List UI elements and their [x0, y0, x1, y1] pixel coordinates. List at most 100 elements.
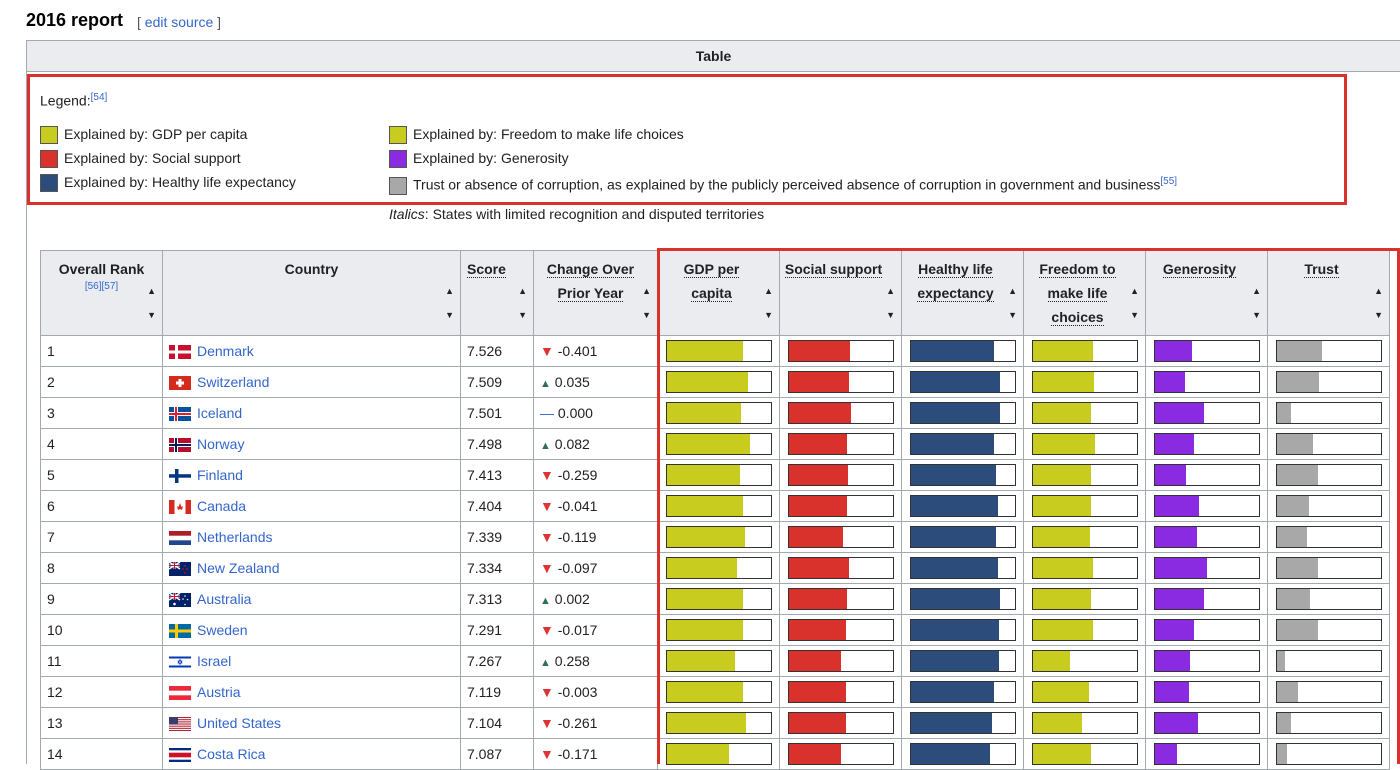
freedom-bar-fill: [1032, 713, 1083, 733]
cell-rank: 8: [40, 552, 163, 584]
legend-item-trust: Trust or absence of corruption, as expla…: [389, 172, 1178, 195]
country-link[interactable]: Australia: [197, 590, 252, 607]
col-header-trust[interactable]: Trust ▲ ▼: [1267, 250, 1390, 336]
country-link[interactable]: Denmark: [197, 342, 254, 359]
gdp-bar-track: [665, 433, 772, 455]
col-header-social[interactable]: Social support ▲ ▼: [779, 250, 902, 336]
cell-trust: [1267, 490, 1390, 522]
cell-freedom: [1023, 583, 1146, 615]
cell-gdp: [657, 428, 780, 460]
country-link[interactable]: United States: [197, 714, 282, 731]
generosity-bar-track: [1153, 371, 1260, 393]
country-link[interactable]: New Zealand: [197, 559, 280, 576]
sort-icon[interactable]: ▲ ▼: [1130, 286, 1139, 320]
health-bar-track: [909, 340, 1016, 362]
country-link[interactable]: Austria: [197, 683, 241, 700]
cell-gdp: [657, 614, 780, 646]
edit-source: [ edit source ]: [137, 14, 222, 30]
social-bar-fill: [788, 403, 851, 423]
social-bar-track: [787, 619, 894, 641]
social-bar-fill: [788, 527, 843, 547]
freedom-bar-track: [1031, 495, 1138, 517]
country-link[interactable]: Netherlands: [197, 528, 273, 545]
gdp-bar-track: [665, 495, 772, 517]
cell-gdp: [657, 738, 780, 770]
gdp-bar-fill: [666, 434, 750, 454]
country-link[interactable]: Sweden: [197, 621, 248, 638]
increase-icon: ▲: [540, 595, 551, 607]
freedom-bar-fill: [1032, 682, 1089, 702]
sort-icon[interactable]: ▲ ▼: [1374, 286, 1383, 320]
legend-label-health: Explained by: Healthy life expectancy: [64, 174, 296, 190]
col-header-change[interactable]: Change Over Prior Year ▲ ▼: [533, 250, 658, 336]
generosity-bar-fill: [1154, 465, 1186, 485]
sort-icon[interactable]: ▲ ▼: [886, 286, 895, 320]
country-link[interactable]: Switzerland: [197, 373, 270, 390]
legend-label-freedom: Explained by: Freedom to make life choic…: [413, 126, 684, 142]
table-row: 4 Norway 7.498 ▲ 0.082: [40, 428, 1390, 460]
italic-note-em: Italics: [389, 206, 425, 222]
cell-rank: 3: [40, 397, 163, 429]
generosity-bar-fill: [1154, 403, 1205, 423]
generosity-bar-fill: [1154, 558, 1207, 578]
country-link[interactable]: Costa Rica: [197, 745, 266, 762]
sort-icon[interactable]: ▲ ▼: [518, 286, 527, 320]
social-bar-fill: [788, 496, 847, 516]
flag-icon: [169, 748, 191, 763]
legend-swatch-gdp: [40, 126, 58, 145]
cell-health: [901, 366, 1024, 398]
sort-icon[interactable]: ▲ ▼: [1008, 286, 1017, 320]
sort-icon[interactable]: ▲ ▼: [642, 286, 651, 320]
legend-item-generosity: Explained by: Generosity: [389, 148, 569, 169]
cell-social: [779, 521, 902, 553]
country-link[interactable]: Norway: [197, 435, 245, 452]
country-link[interactable]: Canada: [197, 497, 247, 514]
legend-ref[interactable]: [54]: [90, 92, 108, 103]
edit-source-link[interactable]: edit source: [144, 14, 214, 30]
col-header-score[interactable]: Score ▲ ▼: [460, 250, 534, 336]
col-header-freedom[interactable]: Freedom to make life choices ▲ ▼: [1023, 250, 1146, 336]
cell-change: ▼ -0.017: [533, 614, 658, 646]
trust-bar-track: [1275, 619, 1382, 641]
col-header-gdp[interactable]: GDP per capita ▲ ▼: [657, 250, 780, 336]
change-value: -0.401: [557, 343, 598, 359]
sort-icon[interactable]: ▲ ▼: [445, 286, 454, 320]
freedom-bar-fill: [1032, 558, 1093, 578]
cell-country: Switzerland: [162, 366, 461, 398]
cell-generosity: [1145, 738, 1268, 770]
col-header-country[interactable]: Country ▲ ▼: [162, 250, 461, 336]
cell-score: 7.291: [460, 614, 534, 646]
country-link[interactable]: Israel: [197, 652, 232, 669]
gdp-bar-fill: [666, 651, 736, 671]
legend-trust-ref[interactable]: [55]: [1160, 176, 1178, 187]
trust-bar-track: [1275, 557, 1382, 579]
health-bar-fill: [910, 527, 996, 547]
gdp-bar-track: [665, 557, 772, 579]
social-bar-track: [787, 743, 894, 765]
cell-country: Sweden: [162, 614, 461, 646]
col-header-health[interactable]: Healthy life expectancy ▲ ▼: [901, 250, 1024, 336]
col-header-rank[interactable]: Overall Rank [56][57] ▲ ▼: [40, 250, 163, 336]
gdp-bar-fill: [666, 713, 746, 733]
col-header-generosity[interactable]: Generosity ▲ ▼: [1145, 250, 1268, 336]
cell-rank: 4: [40, 428, 163, 460]
legend-label-social: Explained by: Social support: [64, 150, 241, 166]
trust-bar-fill: [1276, 651, 1285, 671]
social-bar-fill: [788, 558, 849, 578]
col-rank-refs[interactable]: [56][57]: [84, 281, 119, 292]
cell-change: ▲ 0.035: [533, 366, 658, 398]
sort-icon[interactable]: ▲ ▼: [147, 286, 156, 320]
cell-freedom: [1023, 335, 1146, 367]
sort-icon[interactable]: ▲ ▼: [1252, 286, 1261, 320]
social-bar-track: [787, 557, 894, 579]
cell-health: [901, 428, 1024, 460]
cell-rank: 14: [40, 738, 163, 770]
increase-icon: ▲: [540, 378, 551, 390]
country-link[interactable]: Iceland: [197, 404, 243, 421]
sort-icon[interactable]: ▲ ▼: [764, 286, 773, 320]
flag-icon: [168, 592, 191, 608]
country-link[interactable]: Finland: [197, 466, 243, 483]
social-bar-fill: [788, 465, 848, 485]
trust-bar-track: [1275, 402, 1382, 424]
table-row: 9 Australia 7.313 ▲ 0.002: [40, 583, 1390, 615]
